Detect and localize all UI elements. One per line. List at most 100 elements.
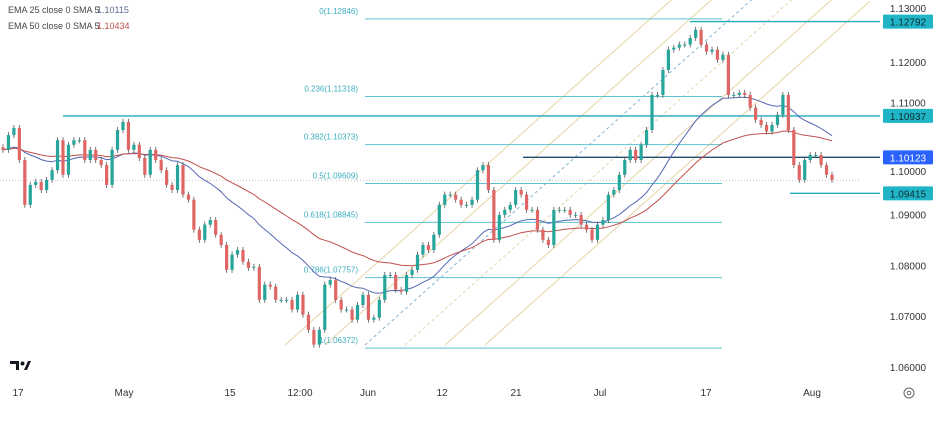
candle-body bbox=[383, 274, 387, 300]
legend-ema50-label: EMA 50 close 0 SMA 5 bbox=[8, 21, 100, 31]
settings-icon[interactable] bbox=[903, 387, 915, 399]
candle-body bbox=[415, 254, 420, 270]
fib-level-label: 0.786(1.07757) bbox=[304, 266, 359, 275]
candle-body bbox=[694, 29, 698, 38]
candle-body bbox=[410, 269, 414, 275]
candle-body bbox=[225, 244, 229, 270]
candle-body bbox=[764, 124, 769, 132]
candle-body bbox=[432, 234, 436, 251]
candle-body bbox=[334, 280, 338, 300]
candle-body bbox=[312, 329, 316, 345]
pitchfork-line bbox=[484, 0, 871, 346]
candle-body bbox=[437, 204, 441, 235]
candle-body bbox=[786, 94, 790, 131]
y-tick-label: 1.12000 bbox=[890, 58, 927, 69]
y-tick-label: 1.11000 bbox=[890, 98, 926, 109]
x-tick-label: Jun bbox=[360, 388, 376, 399]
candle-body bbox=[192, 199, 196, 230]
candle-body bbox=[421, 244, 425, 255]
candle-body bbox=[295, 294, 300, 310]
candle-body bbox=[775, 114, 780, 125]
candles bbox=[1, 26, 834, 348]
candle-body bbox=[344, 309, 349, 311]
candle-body bbox=[721, 54, 725, 60]
candle-body bbox=[61, 140, 65, 175]
candle-body bbox=[754, 107, 758, 120]
price-badge bbox=[883, 14, 933, 29]
time-axis[interactable]: 17 May 15 12:00 Jun 12 21 Jul 17 Aug bbox=[12, 388, 820, 399]
candle-body bbox=[606, 194, 610, 221]
x-tick-label: 12 bbox=[436, 388, 448, 399]
candle-body bbox=[121, 121, 125, 131]
candle-body bbox=[808, 154, 812, 161]
candle-body bbox=[781, 94, 785, 115]
candle-body bbox=[290, 299, 294, 310]
price-badge-label: 1.10123 bbox=[890, 153, 927, 164]
candle-body bbox=[323, 284, 327, 330]
candle-body bbox=[126, 121, 131, 150]
candle-body bbox=[743, 92, 747, 95]
candle-body bbox=[552, 209, 556, 245]
x-tick-label: 17 bbox=[700, 388, 712, 399]
candle-body bbox=[66, 144, 71, 175]
y-tick-label: 1.13000 bbox=[890, 4, 927, 15]
candle-body bbox=[257, 266, 261, 300]
candle-body bbox=[350, 309, 354, 320]
y-tick-label: 1.08000 bbox=[890, 261, 927, 272]
candle-body bbox=[328, 280, 332, 285]
candle-body bbox=[568, 209, 572, 215]
candle-body bbox=[214, 220, 218, 235]
candle-body bbox=[830, 174, 834, 180]
candle-body bbox=[710, 49, 714, 52]
candle-body bbox=[28, 184, 32, 205]
price-badge-label: 1.09415 bbox=[890, 189, 927, 200]
pitchfork-line bbox=[444, 0, 833, 346]
x-tick-label: May bbox=[115, 388, 134, 399]
candle-body bbox=[688, 37, 692, 45]
candle-body bbox=[12, 127, 16, 136]
y-tick-label: 1.06000 bbox=[890, 363, 927, 374]
candle-body bbox=[737, 92, 741, 95]
candle-body bbox=[181, 165, 185, 195]
candle-body bbox=[524, 194, 529, 210]
candle-body bbox=[203, 224, 207, 240]
price-badge-label: 1.12792 bbox=[890, 18, 927, 29]
pitchfork-line bbox=[404, 0, 793, 346]
candle-body bbox=[110, 149, 114, 185]
candle-body bbox=[612, 190, 616, 195]
candle-body bbox=[623, 160, 627, 175]
pitchfork-line bbox=[324, 0, 713, 346]
legend-ema50-value: 1.10434 bbox=[97, 21, 130, 31]
y-tick-label: 1.10000 bbox=[890, 167, 927, 178]
candle-body bbox=[492, 190, 496, 240]
candle-body bbox=[803, 160, 807, 180]
x-tick-label: 21 bbox=[510, 388, 522, 399]
candle-body bbox=[683, 44, 687, 46]
candle-body bbox=[23, 160, 27, 205]
candle-body bbox=[454, 194, 458, 200]
pitchfork-line bbox=[284, 0, 673, 346]
candle-body bbox=[388, 274, 392, 276]
x-tick-label: 12:00 bbox=[287, 388, 312, 399]
candle-body bbox=[759, 119, 763, 125]
candle-body bbox=[579, 214, 583, 225]
x-tick-label: Aug bbox=[803, 388, 821, 399]
tradingview-logo-icon[interactable] bbox=[10, 361, 31, 370]
candle-body bbox=[285, 299, 289, 301]
candle-body bbox=[584, 224, 589, 230]
candle-body bbox=[557, 209, 561, 211]
candle-body bbox=[235, 250, 240, 255]
candle-body bbox=[197, 229, 201, 240]
candle-body bbox=[99, 160, 103, 166]
candle-body bbox=[655, 94, 660, 96]
candle-body bbox=[377, 299, 381, 318]
candle-body bbox=[394, 274, 398, 290]
candle-body bbox=[317, 329, 321, 345]
candle-body bbox=[475, 170, 480, 200]
legend-ema25-value: 1.10115 bbox=[97, 5, 129, 15]
candle-body bbox=[514, 190, 518, 205]
price-axis[interactable]: 1.13000 1.12000 1.11000 1.10000 1.09000 1.080… bbox=[890, 4, 927, 374]
candle-body bbox=[274, 286, 278, 300]
candle-body bbox=[55, 140, 60, 171]
